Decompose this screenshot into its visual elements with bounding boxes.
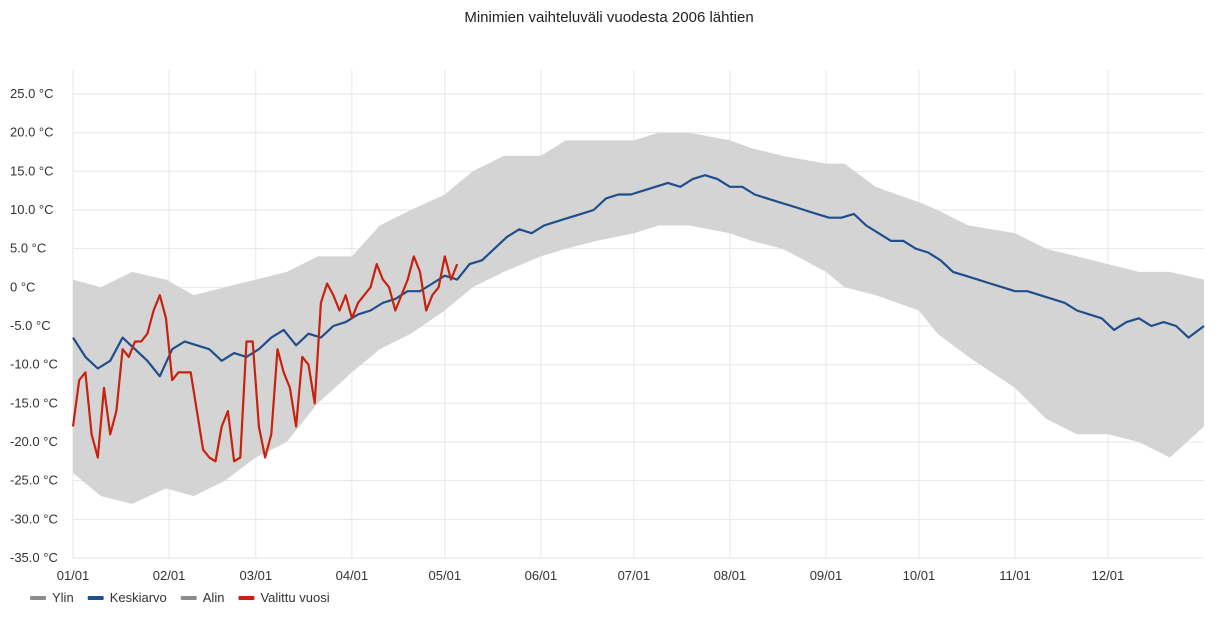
x-tick-label: 05/01 [429, 568, 462, 583]
series-line-valittu-vuosi [71, 255, 459, 463]
legend-swatch [87, 596, 104, 600]
legend-swatch [30, 596, 46, 600]
y-tick-label: 0 °C [10, 279, 35, 294]
y-tick-label: 10.0 °C [10, 202, 54, 217]
y-tick-label: -15.0 °C [10, 395, 58, 410]
y-tick-label: -10.0 °C [10, 357, 58, 372]
x-tick-label: 02/01 [153, 568, 186, 583]
legend-item-label[interactable]: Ylin [52, 590, 74, 605]
x-tick-label: 06/01 [525, 568, 558, 583]
y-tick-label: 20.0 °C [10, 125, 54, 140]
x-tick-label: 01/01 [57, 568, 90, 583]
y-tick-label: -30.0 °C [10, 511, 58, 526]
chart-title: Minimien vaihteluväli vuodesta 2006 läht… [464, 9, 754, 26]
legend-swatch [180, 596, 197, 600]
y-tick-label: 25.0 °C [10, 86, 54, 101]
x-tick-label: 09/01 [810, 568, 843, 583]
legend: Ylin Keskiarvo Alin Valittu vuosi [30, 590, 330, 605]
legend-item-label[interactable]: Keskiarvo [110, 590, 167, 605]
x-tick-label: 12/01 [1092, 568, 1125, 583]
x-tick-label: 08/01 [714, 568, 747, 583]
series-lines [71, 174, 1205, 463]
series-ylin-alin-band [73, 132, 1204, 504]
y-tick-label: -35.0 °C [10, 550, 58, 565]
y-tick-label: 15.0 °C [10, 163, 54, 178]
series-line-keskiarvo [72, 174, 1205, 378]
y-tick-label: -5.0 °C [10, 318, 51, 333]
x-tick-label: 03/01 [240, 568, 273, 583]
y-tick-label: -20.0 °C [10, 434, 58, 449]
y-tick-label: 5.0 °C [10, 241, 46, 256]
legend-swatch [238, 596, 255, 600]
y-tick-label: -25.0 °C [10, 473, 58, 488]
x-tick-label: 07/01 [618, 568, 651, 583]
x-tick-label: 11/01 [999, 568, 1031, 583]
x-tick-label: 10/01 [903, 568, 936, 583]
legend-item-label[interactable]: Alin [203, 590, 225, 605]
min-max-band [73, 132, 1204, 504]
legend-item-label[interactable]: Valittu vuosi [260, 590, 329, 605]
axis-labels: 25.0 °C 20.0 °C 15.0 °C 10.0 °C 5.0 °C 0 °C -5… [10, 86, 1124, 583]
x-tick-label: 04/01 [336, 568, 369, 583]
